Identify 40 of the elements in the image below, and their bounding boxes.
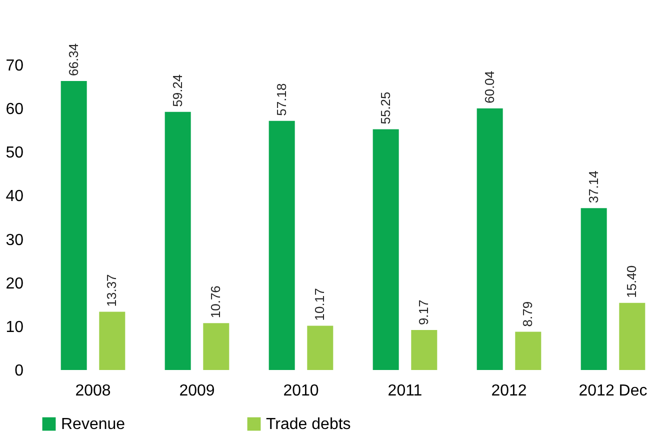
bar xyxy=(60,80,87,370)
data-label: 10.17 xyxy=(312,288,328,321)
bar xyxy=(619,302,646,370)
y-tick-label: 10 xyxy=(6,318,24,336)
y-tick-label: 30 xyxy=(6,232,24,249)
data-label: 8.79 xyxy=(520,301,536,327)
data-label: 15.40 xyxy=(624,265,640,298)
data-label: 66.34 xyxy=(66,43,81,76)
bar xyxy=(203,323,230,370)
bar xyxy=(411,330,438,370)
bar xyxy=(580,208,607,370)
data-label: 37.14 xyxy=(586,170,601,204)
y-tick-label: 70 xyxy=(6,58,24,74)
x-tick-label: 2010 xyxy=(283,382,319,400)
data-label: 59.24 xyxy=(170,74,185,107)
y-tick-label: 50 xyxy=(6,144,24,162)
data-label: 9.17 xyxy=(416,300,432,326)
data-label: 10.76 xyxy=(208,286,224,318)
legend-label: Trade debts xyxy=(266,416,351,433)
x-tick-label: 2011 xyxy=(388,382,422,400)
bar xyxy=(515,332,542,370)
x-tick-label: 2009 xyxy=(179,382,215,400)
x-tick-label: 2012 Dec xyxy=(578,382,648,400)
y-tick-label: 40 xyxy=(6,188,24,206)
y-tick-label: 0 xyxy=(14,362,24,380)
x-tick-label: 2012 xyxy=(491,382,527,400)
bar xyxy=(307,326,334,370)
bar xyxy=(164,112,191,370)
bar xyxy=(372,129,399,370)
data-label: 57.18 xyxy=(274,83,289,116)
y-tick-label: 60 xyxy=(6,101,24,118)
bar xyxy=(476,108,503,370)
x-tick-label: 2008 xyxy=(75,382,111,400)
bar xyxy=(99,312,126,370)
data-label: 13.37 xyxy=(104,274,120,307)
y-tick-label: 20 xyxy=(6,275,24,292)
data-label: 60.04 xyxy=(482,70,497,104)
data-label: 55.25 xyxy=(378,92,393,124)
bar xyxy=(268,120,295,370)
legend-label: Revenue xyxy=(61,416,126,433)
